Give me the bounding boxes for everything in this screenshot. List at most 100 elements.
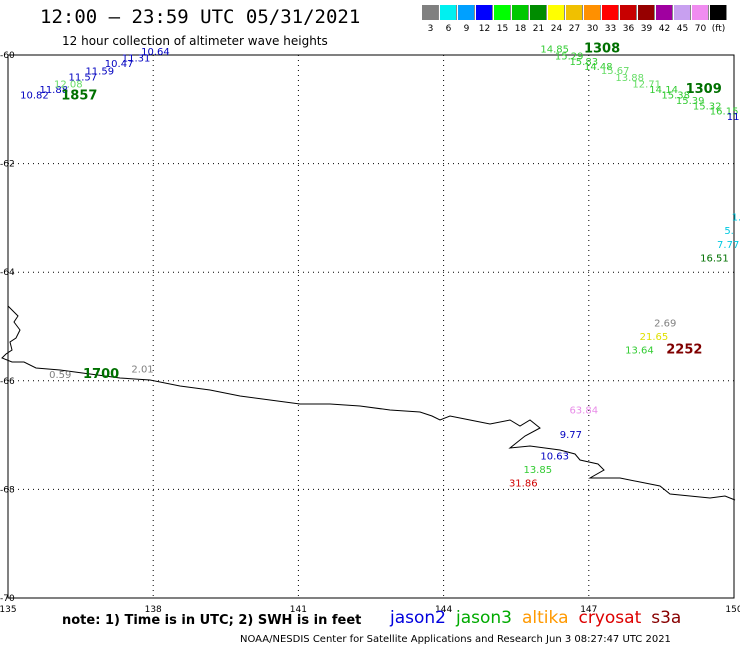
- pass-time-label: 1309: [686, 82, 722, 97]
- antarctic-coastline: [1, 305, 736, 501]
- swh-value-label: 21.65: [640, 332, 669, 343]
- colorbar-label: 36: [622, 24, 635, 34]
- colorbar-swatch: [674, 5, 691, 20]
- swh-value-label: 15.39: [676, 96, 705, 107]
- swh-value-label: 10.63: [540, 452, 569, 463]
- colorbar-swatch: [548, 5, 565, 20]
- longitude-label: 138: [145, 605, 162, 615]
- swh-value-label: 13.88: [615, 73, 644, 84]
- colorbar-swatch: [512, 5, 529, 20]
- satellite-legend-s3a: s3a: [651, 608, 682, 628]
- swh-value-label: 16.51: [700, 253, 729, 264]
- footer-note: note: 1) Time is in UTC; 2) SWH is in fe…: [62, 613, 362, 628]
- swh-value-label: 10.47: [105, 59, 134, 70]
- swh-value-label: 10.82: [20, 90, 49, 101]
- graticule: 135 138 141 144 147 150 -60 -62 -64 -66 -68 -70: [0, 51, 740, 615]
- swh-value-label: 15.67: [601, 66, 630, 77]
- pass-time-label: 1857: [61, 89, 97, 104]
- swh-value-label: 12.71: [632, 80, 661, 91]
- colorbar-swatch: [440, 5, 457, 20]
- colorbar-label: 33: [604, 24, 617, 34]
- map-subtitle: 12 hour collection of altimeter wave hei…: [62, 34, 328, 48]
- swh-value-label: 12.08: [54, 80, 83, 91]
- colorbar-label: 12: [478, 24, 491, 34]
- latitude-label: -70: [0, 594, 15, 604]
- credit-line: NOAA/NESDIS Center for Satellite Applica…: [240, 634, 671, 645]
- colorbar-label: (ft): [711, 24, 726, 34]
- latitude-label: -64: [0, 268, 15, 278]
- swh-value-label: 11.59: [85, 67, 114, 78]
- colorbar-swatch: [530, 5, 547, 20]
- swh-value-label: 14.48: [584, 62, 613, 73]
- pass-time-label: 1700: [83, 367, 119, 382]
- colorbar-swatch: [566, 5, 583, 20]
- colorbar-swatch: [476, 5, 493, 20]
- latitude-label: -60: [0, 51, 15, 61]
- longitude-label: 135: [0, 605, 17, 615]
- latitude-label: -62: [0, 160, 15, 170]
- satellite-legend-cryosat: cryosat: [578, 608, 642, 628]
- satellite-legend-jason2: jason2: [390, 608, 446, 628]
- longitude-label: 147: [580, 605, 597, 615]
- colorbar-swatch: [620, 5, 637, 20]
- longitude-label: 141: [290, 605, 307, 615]
- colorbar-swatch: [656, 5, 673, 20]
- satellite-legend: jason2 jason3 altika cryosat s3a: [390, 608, 691, 628]
- swh-value-label: 11.31: [122, 54, 151, 65]
- colorbar-swatch: [602, 5, 619, 20]
- colorbar-label: 45: [676, 24, 689, 34]
- latitude-label: -66: [0, 377, 15, 387]
- longitude-label: 144: [435, 605, 452, 615]
- swh-value-label: 14.14: [649, 85, 678, 96]
- colorbar-label: 24: [550, 24, 563, 34]
- swh-value-label: 15.83: [569, 57, 598, 68]
- swh-value-label: 11.88: [39, 85, 68, 96]
- swh-value-label: 2.01: [131, 365, 153, 376]
- pass-time-label: 2252: [666, 343, 702, 358]
- swh-value-label: 13.85: [523, 465, 552, 476]
- colorbar-label: 21: [532, 24, 545, 34]
- colorbar-swatch: [638, 5, 655, 20]
- swh-value-label: 31.86: [509, 479, 538, 490]
- swh-value-label: 13.64: [625, 346, 654, 357]
- plot-frame: [7, 54, 735, 599]
- colorbar-swatch: [422, 5, 439, 20]
- colorbar-label: 27: [568, 24, 581, 34]
- swh-value-label: 0.59: [49, 370, 71, 381]
- swh-value-label: 15.32: [693, 101, 722, 112]
- colorbar-label: 39: [640, 24, 653, 34]
- colorbar-label: 18: [514, 24, 527, 34]
- colorbar-label: 70: [694, 24, 707, 34]
- latitude-label: -68: [0, 485, 15, 495]
- swh-value-label: 1.: [732, 213, 740, 224]
- colorbar-swatch: [692, 5, 709, 20]
- colorbar-label: 15: [496, 24, 509, 34]
- colorbar-swatch: [710, 5, 727, 20]
- swh-value-label: 2.69: [654, 319, 676, 330]
- colorbar-swatch: [458, 5, 475, 20]
- wave-height-labels: 10.8211.8812.08185711.5711.5910.4711.311…: [20, 41, 740, 489]
- map-title: 12:00 – 23:59 UTC 05/31/2021: [40, 6, 361, 28]
- colorbar-label: 6: [445, 24, 452, 34]
- colorbar-label: 30: [586, 24, 599, 34]
- swh-value-label: 16.15: [710, 107, 739, 118]
- swh-value-label: 63.84: [569, 405, 598, 416]
- colorbar-label: 3: [427, 24, 434, 34]
- swh-value-label: 11: [727, 112, 740, 123]
- swh-value-label: 9.77: [560, 430, 582, 441]
- swh-value-label: 5.: [724, 226, 734, 237]
- swh-value-label: 7.77: [717, 240, 739, 251]
- satellite-legend-altika: altika: [522, 608, 569, 628]
- swh-value-label: 10.64: [141, 47, 170, 58]
- swh-value-label: 15.29: [555, 51, 584, 62]
- swh-value-label: 11.57: [69, 73, 98, 84]
- pass-time-label: 1308: [584, 41, 620, 56]
- colorbar-label: 9: [463, 24, 470, 34]
- colorbar-swatch: [584, 5, 601, 20]
- satellite-legend-jason3: jason3: [456, 608, 512, 628]
- longitude-label: 150: [725, 605, 740, 615]
- swh-value-label: 14.85: [540, 44, 569, 55]
- colorbar-label: 42: [658, 24, 671, 34]
- colorbar-swatch: [494, 5, 511, 20]
